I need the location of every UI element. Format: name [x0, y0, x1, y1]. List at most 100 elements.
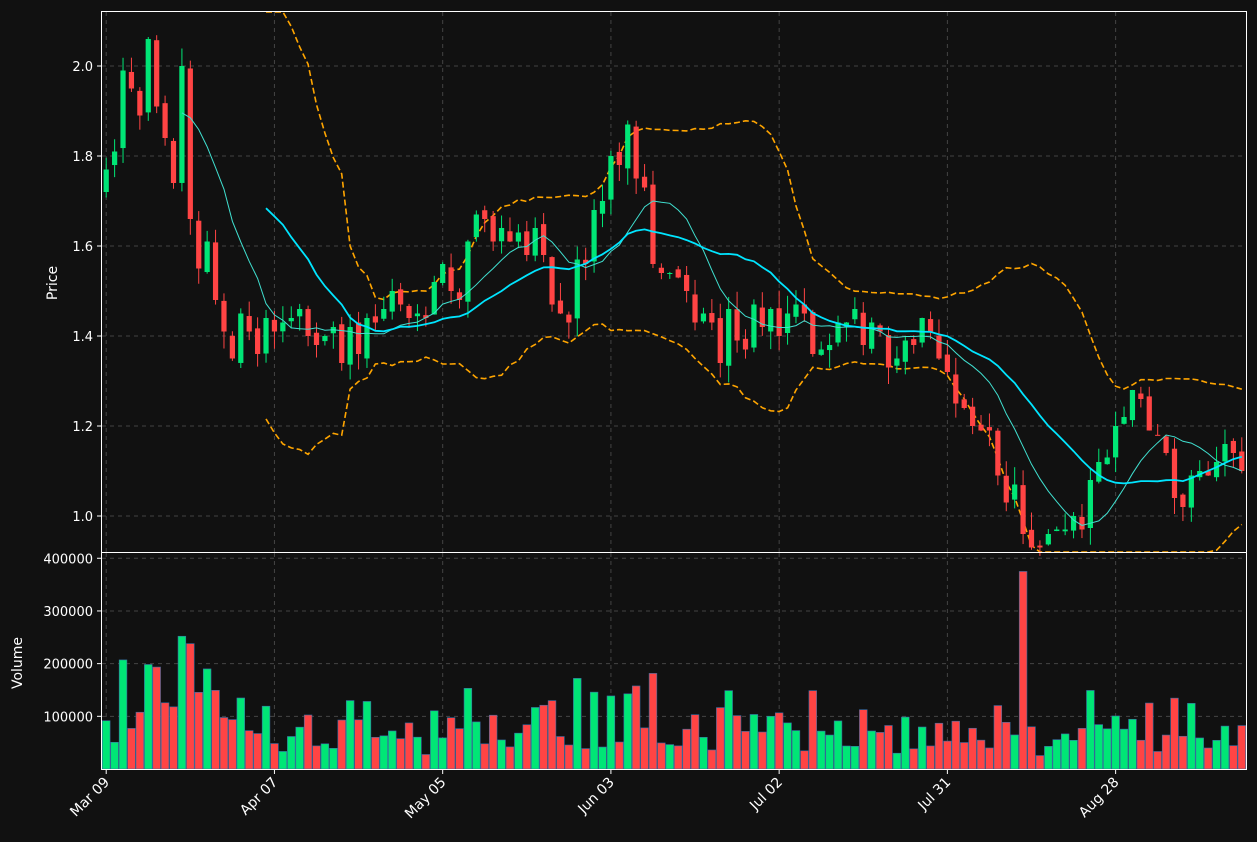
volume-bar — [345, 700, 355, 770]
volume-tick-label: 200000 — [43, 658, 93, 673]
volume-tick-label: 100000 — [43, 710, 93, 725]
volume-bar — [102, 720, 111, 770]
candle-body — [1087, 480, 1093, 529]
candle — [431, 275, 437, 315]
candle — [911, 335, 917, 354]
volume-bar — [859, 709, 868, 770]
candle-body — [684, 274, 690, 291]
candle-body — [1205, 471, 1211, 476]
candle — [709, 299, 715, 331]
candle-body — [162, 103, 168, 138]
candle — [641, 164, 648, 192]
volume-y-ticks: 100000 200000 300000 400000 — [43, 552, 102, 725]
candle-body — [288, 318, 294, 322]
candle-body — [919, 318, 925, 343]
candle — [927, 311, 934, 340]
volume-bar — [421, 754, 431, 770]
candle-body — [263, 318, 269, 354]
candle-body — [381, 309, 387, 319]
price-tick-label: 2.0 — [72, 60, 93, 75]
volume-bar — [800, 750, 809, 770]
volume-bar — [842, 745, 851, 770]
candle-body — [490, 216, 496, 242]
candle-body — [212, 242, 219, 300]
candle — [187, 60, 193, 235]
candle — [238, 308, 244, 369]
volume-bar — [783, 722, 792, 770]
candle-body — [583, 259, 589, 264]
candle-body — [869, 322, 875, 349]
price-y-ticks: 1.0 1.2 1.4 1.6 1.8 2.0 — [72, 60, 102, 525]
candle-body — [843, 322, 850, 327]
volume-bar — [160, 702, 170, 770]
volume-bar — [1111, 715, 1120, 770]
volume-bar — [833, 720, 843, 770]
candle — [650, 170, 656, 269]
volume-bar — [1237, 725, 1246, 770]
candle — [196, 211, 202, 284]
candle — [482, 205, 488, 233]
candle-body — [700, 313, 707, 322]
volume-bar — [1027, 726, 1036, 770]
volume-bar — [253, 733, 262, 770]
candle — [305, 305, 311, 347]
candle-body — [423, 315, 429, 318]
candle-body — [465, 241, 471, 302]
candle — [498, 215, 505, 254]
candle — [734, 291, 740, 353]
volume-bar — [623, 693, 632, 770]
candle — [263, 309, 269, 363]
candle-body — [793, 304, 799, 317]
candle-body — [271, 319, 278, 332]
volume-bar — [228, 719, 237, 770]
candle — [229, 331, 235, 361]
volume-bar — [875, 732, 885, 770]
candle — [473, 210, 479, 242]
candle-body — [1222, 444, 1228, 462]
candle-body — [398, 289, 404, 305]
candle — [1028, 512, 1035, 550]
volume-bar — [901, 716, 910, 770]
volume-bar — [985, 747, 994, 770]
candle — [616, 142, 622, 181]
volume-bar — [261, 705, 271, 770]
candle-body — [154, 40, 160, 107]
candle — [566, 311, 572, 339]
volume-bar — [573, 678, 582, 770]
volume-bar — [960, 742, 969, 770]
candle-body — [339, 324, 345, 363]
volume-bar — [1203, 747, 1213, 770]
candle-body — [599, 201, 606, 214]
price-tick-label: 1.6 — [72, 240, 93, 255]
candle-body — [911, 339, 917, 345]
candle-body — [1213, 462, 1220, 478]
candle — [860, 302, 866, 356]
volume-bar — [951, 720, 960, 770]
candle-body — [364, 318, 370, 359]
candle-body — [221, 300, 227, 332]
candle-body — [709, 313, 715, 323]
candle — [827, 333, 833, 368]
volume-bar — [1195, 737, 1204, 770]
volume-bar — [312, 745, 321, 770]
volume-bar — [379, 735, 388, 770]
candle — [465, 239, 471, 318]
candle — [137, 87, 143, 130]
candle-body — [179, 66, 185, 183]
volume-bar — [194, 692, 203, 770]
candle — [490, 210, 496, 251]
candle-body — [557, 300, 564, 314]
candle-body — [238, 313, 244, 363]
volume-bar — [144, 664, 153, 770]
candle-body — [759, 307, 765, 327]
candle-body — [608, 156, 614, 200]
volume-bar — [438, 737, 447, 770]
bollinger-upper-line — [266, 11, 1243, 390]
volume-bar — [354, 719, 363, 770]
bollinger-bands — [265, 11, 1243, 553]
candle — [364, 313, 370, 368]
candle — [339, 316, 345, 371]
candle — [1096, 448, 1102, 484]
candle-body — [616, 151, 622, 165]
candle — [103, 157, 109, 198]
